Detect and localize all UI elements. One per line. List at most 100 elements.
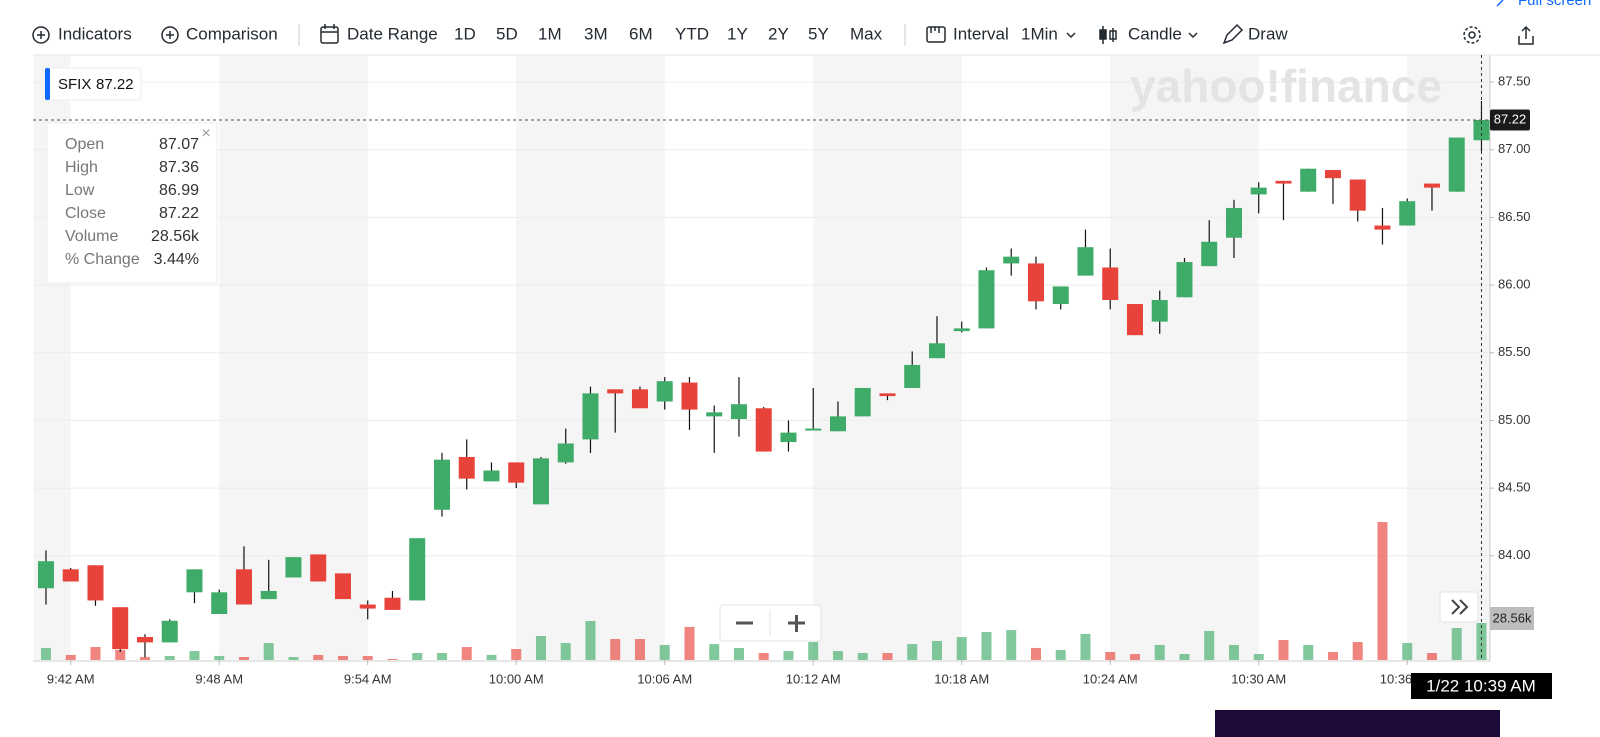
volume-bar	[288, 657, 299, 660]
price-tag	[1490, 109, 1530, 131]
toolbar-item[interactable]: 2Y	[768, 24, 789, 43]
volume-bar	[337, 655, 348, 660]
volume-bar	[1352, 641, 1363, 660]
volume-bar	[560, 643, 571, 660]
volume-bar	[783, 651, 794, 660]
icon	[166, 31, 174, 39]
volume-bar	[65, 654, 76, 660]
toolbar-item[interactable]: 1Y	[727, 24, 748, 43]
candle-body	[928, 343, 945, 359]
candle-body	[433, 459, 450, 510]
toolbar-item[interactable]: Draw	[1248, 24, 1288, 43]
toolbar-item[interactable]: 5D	[496, 24, 518, 43]
volume-bar	[585, 621, 596, 660]
candle-body	[1399, 201, 1416, 226]
zoom-in[interactable]	[788, 615, 805, 632]
icon	[37, 31, 45, 39]
candle-body	[112, 607, 129, 650]
time-band	[1110, 55, 1259, 660]
toolbar-item[interactable]: 1D	[454, 24, 476, 43]
icon	[930, 27, 940, 33]
volume-bar	[189, 651, 200, 660]
volume-bar	[511, 648, 522, 660]
y-tick-label: 86.00	[1498, 277, 1531, 292]
time-band	[516, 55, 665, 660]
volume-bar	[1278, 640, 1289, 660]
toolbar-item[interactable]: Candle	[1128, 24, 1182, 43]
candle-body	[1126, 304, 1143, 336]
tooltip-label: Low	[65, 182, 95, 199]
candle-body	[1448, 137, 1465, 192]
volume-layer	[40, 522, 1487, 660]
candle-body	[1374, 225, 1391, 230]
candle-body	[681, 382, 698, 410]
toolbar-item[interactable]: 3M	[584, 24, 608, 43]
candle-body	[1201, 241, 1218, 267]
volume-bar	[1105, 651, 1116, 660]
candle-body	[211, 592, 228, 614]
y-tick-label: 84.00	[1498, 547, 1531, 562]
toolbar-item[interactable]: Max	[850, 24, 883, 43]
volume-bar	[238, 657, 249, 660]
x-tick-label: 10:30 AM	[1231, 671, 1286, 686]
candle-body	[62, 569, 79, 582]
candle-body	[706, 412, 723, 417]
tooltip-value: 87.36	[159, 159, 199, 176]
volume-bar	[115, 650, 126, 660]
volume-bar	[1253, 654, 1264, 660]
time-bands	[33, 55, 1490, 660]
toolbar-item[interactable]: 6M	[629, 24, 653, 43]
x-tick-label: 10:00 AM	[489, 671, 544, 686]
tooltip-value: 87.07	[159, 136, 199, 153]
toolbar-item[interactable]: 1Min	[1021, 24, 1058, 43]
icon	[321, 24, 338, 33]
full-screen[interactable]: Full screen	[1518, 0, 1591, 9]
toolbar-item[interactable]: Interval	[953, 24, 1009, 43]
toolbar-item[interactable]: Date Range	[347, 24, 438, 43]
volume-bar	[832, 651, 843, 660]
icon	[1518, 25, 1534, 45]
symbol: SFIX	[58, 76, 91, 93]
toolbar-item[interactable]: Comparison	[186, 24, 278, 43]
candle-body	[631, 389, 648, 409]
volume-bar	[1006, 630, 1017, 660]
volume-bar	[40, 647, 51, 660]
candle-body	[1027, 263, 1044, 302]
toolbar-item[interactable]: Indicators	[58, 24, 132, 43]
volume-bar	[684, 626, 695, 660]
candle-body	[1300, 168, 1317, 192]
toolbar: Indicators Comparison Date Range 1D 5D 1M 3M 6M…	[58, 24, 1288, 43]
tooltip-close[interactable]: ×	[201, 125, 210, 142]
candle-body	[532, 458, 549, 505]
volume-bar	[412, 653, 423, 660]
volume-bar	[634, 639, 645, 660]
candle-body	[978, 270, 995, 329]
toolbar-icons	[32, 0, 1534, 46]
candle-body	[136, 636, 153, 643]
volume-tag-label: 28.56k	[1492, 610, 1532, 625]
icon	[1463, 26, 1481, 44]
candle-body	[829, 416, 846, 432]
candle-body	[1176, 262, 1193, 298]
tooltip-value: 28.56k	[151, 228, 200, 245]
toolbar-item[interactable]: 5Y	[808, 24, 829, 43]
volume-bar	[808, 641, 819, 660]
bottom-banner	[1215, 710, 1500, 737]
candle-body	[508, 462, 525, 483]
candle-body	[1102, 267, 1119, 300]
volume-bar	[362, 655, 373, 660]
y-tick-label: 87.00	[1498, 141, 1531, 156]
symbol-price: 87.22	[96, 76, 134, 93]
volume-bar	[1476, 622, 1487, 660]
tooltip-value: 86.99	[159, 182, 199, 199]
volume-bar	[1327, 651, 1338, 660]
tooltip-label: % Change	[65, 251, 140, 268]
volume-bar	[436, 653, 447, 660]
candle-body	[1275, 180, 1292, 184]
toolbar-item[interactable]: YTD	[675, 24, 709, 43]
icon	[1099, 29, 1107, 40]
candle-body	[285, 557, 302, 578]
candle-body	[1225, 207, 1242, 238]
candle-body	[260, 590, 277, 600]
toolbar-item[interactable]: 1M	[538, 24, 562, 43]
